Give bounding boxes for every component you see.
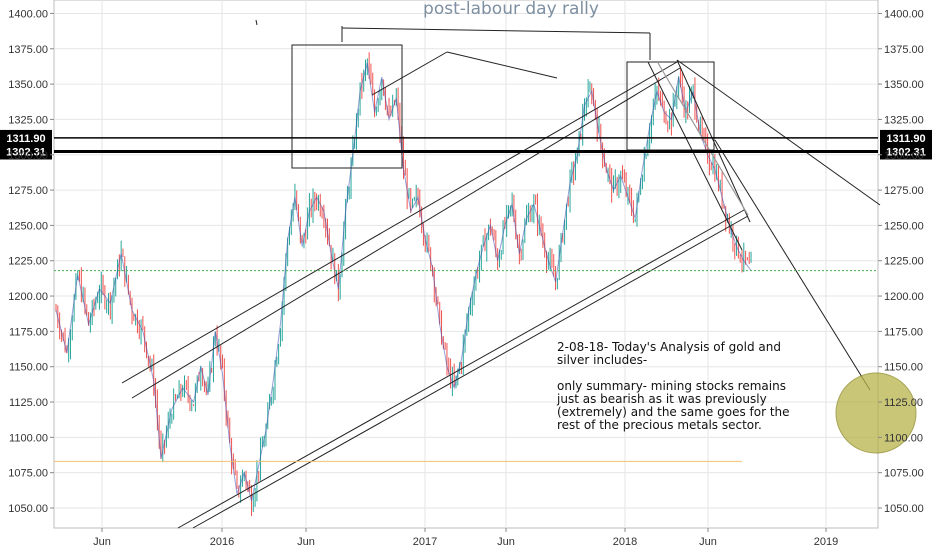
- trend-line: [647, 61, 743, 251]
- moving-average-line: [55, 62, 752, 502]
- x-tick-label: Jun: [297, 536, 315, 548]
- y-tick-label: 1400.00: [8, 8, 48, 20]
- y-tick-label: 1250.00: [8, 220, 48, 232]
- chart-grid: [53, 0, 879, 529]
- price-series: [55, 52, 752, 517]
- y-tick-label: 1050.00: [884, 503, 924, 515]
- y-tick-label: 1100.00: [884, 432, 923, 444]
- target-circle: [835, 372, 917, 454]
- analysis-note-title: 2-08-18- Today's Analysis of gold and si…: [557, 340, 781, 367]
- plot-frame: [53, 0, 879, 529]
- trend-line: [676, 59, 881, 206]
- level-badge: [880, 143, 932, 160]
- x-axis: Jun 2016 Jun 2017 Jun 2018 Jun 2019: [93, 528, 838, 548]
- y-tick-label: 1375.00: [8, 44, 48, 56]
- y-tick-label: 1250.00: [884, 220, 924, 232]
- trend-line: [341, 27, 651, 34]
- trend-line: [177, 209, 745, 529]
- level-badge-label: 1302.31: [6, 146, 46, 158]
- y-tick-label: 1075.00: [884, 468, 924, 480]
- highlight-box: [291, 44, 403, 169]
- level-badge-label: 1302.31: [886, 146, 926, 158]
- y-tick-label: 1175.00: [9, 326, 48, 338]
- level-badge: [880, 129, 932, 146]
- y-tick-label: 1125.00: [884, 397, 923, 409]
- trend-line: [371, 51, 448, 96]
- y-tick-label: 1100.00: [9, 432, 48, 444]
- y-axis-left: 1050.00 1075.00 1100.00 1125.00 1150.00 1175.…: [8, 8, 54, 515]
- y-tick-label: 1125.00: [9, 397, 48, 409]
- y-tick-label: 1225.00: [8, 256, 48, 268]
- trend-line: [714, 139, 871, 391]
- stray-mark: [255, 19, 258, 26]
- y-tick-label: 1325.00: [8, 114, 48, 126]
- trend-line: [446, 51, 558, 79]
- y-tick-label: 1375.00: [884, 44, 924, 56]
- analysis-note-body: only summary- mining stocks remains just…: [557, 379, 790, 432]
- analysis-note: 2-08-18- Today's Analysis of gold and si…: [557, 341, 807, 432]
- x-tick-label: 2017: [413, 536, 437, 548]
- x-tick-label: Jun: [699, 536, 717, 548]
- x-tick-label: 2019: [814, 536, 838, 548]
- x-tick-label: Jun: [93, 536, 111, 548]
- y-tick-label: 1200.00: [884, 291, 924, 303]
- x-tick-label: 2016: [210, 536, 234, 548]
- y-tick-label: 1300.00: [8, 150, 48, 162]
- y-tick-label: 1200.00: [8, 291, 48, 303]
- y-tick-label: 1075.00: [8, 468, 48, 480]
- trend-line: [121, 61, 678, 384]
- y-tick-label: 1275.00: [8, 185, 48, 197]
- level-badge: [0, 143, 52, 160]
- chart-title: post-labour day rally: [423, 0, 599, 19]
- level-badge-label: 1311.90: [6, 133, 45, 145]
- y-tick-label: 1275.00: [884, 185, 924, 197]
- y-tick-label: 1350.00: [8, 79, 48, 91]
- y-tick-label: 1325.00: [884, 114, 924, 126]
- y-tick-label: 1050.00: [8, 503, 48, 515]
- y-tick-label: 1400.00: [884, 8, 924, 20]
- trend-line-grey: [657, 62, 749, 216]
- y-tick-label: 1175.00: [884, 326, 923, 338]
- trend-line: [192, 215, 749, 529]
- level-badge: [0, 129, 52, 146]
- y-tick-label: 1225.00: [884, 256, 924, 268]
- y-tick-label: 1150.00: [884, 362, 923, 374]
- x-tick-label: Jun: [497, 536, 515, 548]
- level-badge-label: 1311.90: [886, 133, 925, 145]
- x-tick-label: 2018: [613, 536, 637, 548]
- trend-drawings: [121, 19, 917, 529]
- y-axis-right: 1050.00 1075.00 1100.00 1125.00 1150.00 1175.…: [878, 8, 924, 515]
- y-tick-label: 1300.00: [884, 150, 924, 162]
- y-tick-label: 1150.00: [9, 362, 48, 374]
- trend-line: [131, 67, 681, 399]
- y-tick-label: 1350.00: [884, 79, 924, 91]
